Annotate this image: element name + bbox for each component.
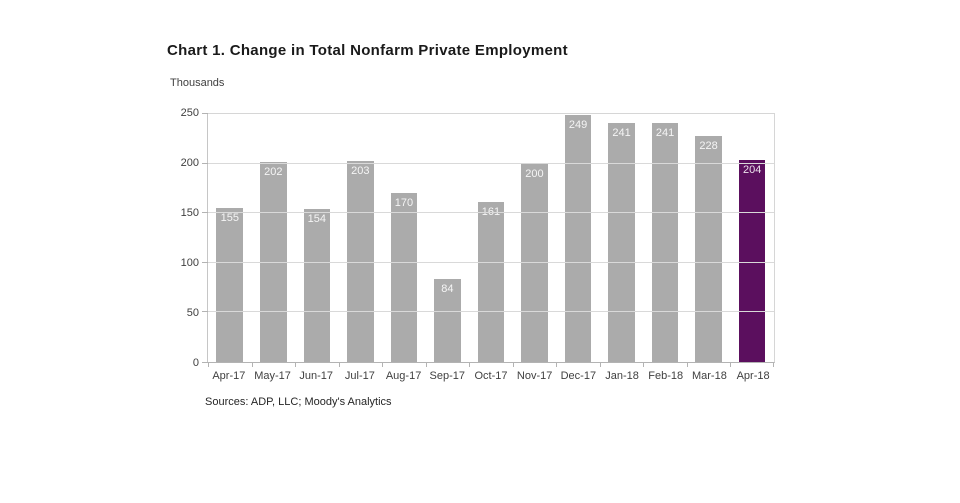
bar-cell-aug-17: 170 <box>382 114 426 362</box>
bar-series: 155 202 154 203 170 84 161 200 249 241 241 228 204 <box>208 114 774 362</box>
y-tick-label-0: 0 <box>192 357 199 369</box>
chart-title: Chart 1. Change in Total Nonfarm Private… <box>167 42 568 59</box>
bar-aug-17: 170 <box>390 193 418 362</box>
x-tick-label-nov-17: Nov-17 <box>516 370 553 382</box>
bar-value-label-mar-18: 228 <box>699 139 718 152</box>
bar-jan-18: 241 <box>608 122 635 362</box>
x-tick-label-apr-18: Apr-18 <box>736 370 770 382</box>
bar-cell-jun-17: 154 <box>295 114 339 362</box>
bar-cell-oct-17: 161 <box>469 114 513 362</box>
x-tick-label-may-17: May-17 <box>254 370 291 382</box>
bar-apr-17: 155 <box>216 208 244 362</box>
x-tick-label-apr-17: Apr-17 <box>212 370 246 382</box>
y-tick-label-50: 50 <box>186 307 199 319</box>
bar-oct-17: 161 <box>477 202 505 362</box>
x-tick-label-jan-18: Jan-18 <box>605 370 639 382</box>
y-axis-units-label: Thousands <box>170 77 225 89</box>
source-note: Sources: ADP, LLC; Moody's Analytics <box>205 396 392 408</box>
x-axis-tick-3 <box>338 363 340 367</box>
x-axis-tick-0 <box>208 363 209 367</box>
bar-apr-18: 204 <box>738 159 766 362</box>
x-tick-label-mar-18: Mar-18 <box>691 370 727 382</box>
bar-value-label-may-17: 202 <box>264 165 283 178</box>
y-axis-tick-250 <box>202 113 208 114</box>
x-axis-tick-5 <box>425 363 427 367</box>
x-axis-tick-8 <box>556 363 558 367</box>
bar-cell-jul-17: 203 <box>339 114 383 362</box>
bar-sep-17: 84 <box>434 278 461 362</box>
bar-value-label-nov-17: 200 <box>525 167 544 180</box>
y-axis-tick-200 <box>202 162 208 164</box>
y-tick-label-100: 100 <box>180 257 199 269</box>
bar-jul-17: 203 <box>347 160 374 362</box>
bar-value-label-jun-17: 154 <box>307 213 326 226</box>
x-tick-label-jul-17: Jul-17 <box>344 370 375 382</box>
bar-value-label-dec-17: 249 <box>568 119 588 131</box>
y-axis-tick-0 <box>202 362 208 363</box>
bar-cell-feb-18: 241 <box>643 114 687 362</box>
x-axis-tick-10 <box>643 363 645 367</box>
gridline-y-150 <box>208 212 774 214</box>
bar-cell-apr-18: 204 <box>730 114 774 362</box>
x-axis-tick-11 <box>686 363 688 367</box>
bar-value-label-aug-17: 170 <box>394 197 414 210</box>
x-tick-label-feb-18: Feb-18 <box>648 370 684 382</box>
gridline-y-200 <box>208 162 774 164</box>
x-axis-tick-end <box>773 363 774 367</box>
bar-feb-18: 241 <box>651 122 679 362</box>
bar-cell-dec-17: 249 <box>556 114 600 362</box>
bar-value-label-apr-18: 204 <box>742 163 762 176</box>
y-tick-label-150: 150 <box>180 207 199 219</box>
bar-value-label-jul-17: 203 <box>351 164 370 177</box>
x-axis-tick-1 <box>251 363 253 367</box>
bar-cell-apr-17: 155 <box>208 114 252 362</box>
x-axis-tick-6 <box>469 363 471 367</box>
y-axis-tick-100 <box>202 261 208 263</box>
x-tick-label-oct-17: Oct-17 <box>474 370 508 382</box>
bar-value-label-sep-17: 84 <box>441 282 454 295</box>
x-axis-tick-12 <box>730 363 732 367</box>
bar-cell-sep-17: 84 <box>426 114 470 362</box>
x-tick-label-aug-17: Aug-17 <box>385 370 422 382</box>
x-axis-labels: Apr-17 May-17 Jun-17 Jul-17 Aug-17 Sep-17 Oct-… <box>207 370 775 382</box>
x-tick-label-sep-17: Sep-17 <box>429 370 466 382</box>
x-tick-label-dec-17: Dec-17 <box>560 370 597 382</box>
bar-value-label-feb-18: 241 <box>655 126 675 139</box>
plot-area: 155 202 154 203 170 84 161 200 249 241 241 228 204 <box>202 113 775 367</box>
bar-cell-jan-18: 241 <box>600 114 644 362</box>
x-tick-label-jun-17: Jun-17 <box>299 370 334 382</box>
y-axis-tick-150 <box>202 212 208 214</box>
x-axis-tick-7 <box>512 363 514 367</box>
bar-cell-mar-18: 228 <box>687 114 731 362</box>
bar-cell-may-17: 202 <box>252 114 296 362</box>
x-axis-tick-2 <box>295 363 297 367</box>
bar-mar-18: 228 <box>695 135 722 362</box>
y-axis-tick-50 <box>202 311 208 313</box>
x-axis-tick-9 <box>599 363 601 367</box>
gridline-y-100 <box>208 261 774 263</box>
bar-value-label-jan-18: 241 <box>612 126 631 139</box>
gridline-y-50 <box>208 311 774 313</box>
y-tick-label-250: 250 <box>180 107 199 119</box>
bar-value-label-apr-17: 155 <box>220 212 239 225</box>
bar-jun-17: 154 <box>303 209 331 362</box>
bar-cell-nov-17: 200 <box>513 114 557 362</box>
x-axis-tick-4 <box>382 363 384 367</box>
y-tick-label-200: 200 <box>180 157 199 169</box>
bar-dec-17: 249 <box>564 115 592 362</box>
